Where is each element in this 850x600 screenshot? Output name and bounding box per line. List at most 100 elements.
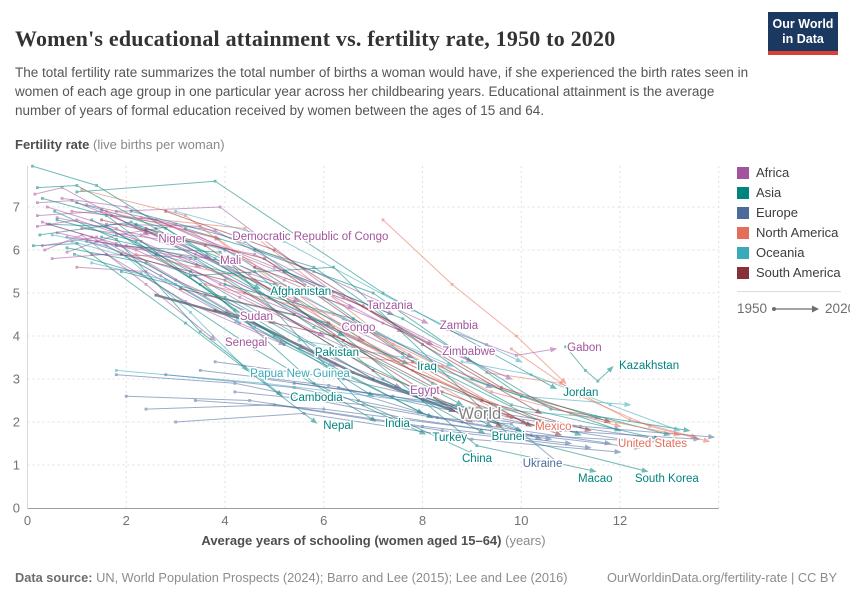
y-axis-title: Fertility rate (live births per woman) bbox=[15, 137, 225, 152]
country-label-ukraine[interactable]: Ukraine bbox=[521, 456, 564, 471]
country-label-sudan[interactable]: Sudan bbox=[238, 309, 274, 324]
country-label-world[interactable]: World bbox=[457, 403, 503, 424]
legend-swatch-icon bbox=[737, 206, 749, 219]
series-lines bbox=[31, 164, 716, 473]
legend-item-asia[interactable]: Asia bbox=[737, 185, 850, 200]
series-europe-69[interactable] bbox=[198, 369, 652, 446]
series-north_america-72[interactable] bbox=[105, 209, 513, 419]
data-source-note: Data source: UN, World Population Prospe… bbox=[15, 570, 568, 585]
country-label-mali[interactable]: Mali bbox=[219, 253, 243, 268]
legend-item-south-america[interactable]: South America bbox=[737, 265, 850, 280]
series-north_america-75[interactable] bbox=[322, 351, 681, 437]
country-label-senegal[interactable]: Senegal bbox=[224, 336, 269, 351]
legend-item-oceania[interactable]: Oceania bbox=[737, 245, 850, 260]
series-europe-58[interactable] bbox=[124, 394, 573, 446]
series-asia-57[interactable] bbox=[282, 270, 691, 433]
series-north_america-74[interactable] bbox=[203, 283, 622, 428]
data-source-label: Data source: bbox=[15, 570, 93, 585]
series-africa-30[interactable] bbox=[45, 205, 326, 337]
legend-swatch-icon bbox=[737, 166, 749, 179]
y-tick-label: 1 bbox=[13, 458, 20, 473]
country-label-gabon[interactable]: Gabon bbox=[566, 341, 604, 356]
series-north_america-71[interactable] bbox=[381, 218, 567, 385]
series-mexico[interactable] bbox=[139, 216, 528, 425]
series-kazakhstan[interactable] bbox=[564, 345, 614, 383]
series-europe-63[interactable] bbox=[174, 412, 622, 455]
country-label-congo[interactable]: Congo bbox=[340, 320, 377, 335]
legend-label: North America bbox=[756, 225, 839, 240]
series-asia-47[interactable] bbox=[55, 218, 424, 415]
y-tick-label: 6 bbox=[13, 243, 20, 258]
series-india[interactable] bbox=[73, 252, 377, 422]
country-label-turkey[interactable]: Turkey bbox=[431, 431, 469, 446]
series-gabon[interactable] bbox=[445, 328, 558, 357]
series-south_america-89[interactable] bbox=[164, 209, 543, 415]
series-europe-60[interactable] bbox=[193, 399, 642, 450]
series-north_america-76[interactable] bbox=[509, 347, 711, 443]
country-label-tanzania[interactable]: Tanzania bbox=[365, 299, 415, 314]
series-asia-55[interactable] bbox=[65, 246, 434, 419]
country-label-brunei[interactable]: Brunei bbox=[490, 430, 526, 445]
series-south_america-86[interactable] bbox=[119, 252, 503, 427]
owid-logo-line1: Our World bbox=[772, 17, 834, 31]
country-label-zambia[interactable]: Zambia bbox=[438, 318, 480, 333]
attribution-link[interactable]: OurWorldinData.org/fertility-rate | CC B… bbox=[607, 570, 837, 585]
series-nepal[interactable] bbox=[32, 242, 318, 424]
country-label-china[interactable]: China bbox=[461, 452, 495, 467]
time-range-legend: 1950 2020 bbox=[737, 301, 850, 316]
footer: Data source: UN, World Population Prospe… bbox=[15, 570, 837, 585]
series-south_america-90[interactable] bbox=[253, 265, 612, 423]
series-world[interactable] bbox=[154, 293, 457, 413]
legend-item-africa[interactable]: Africa bbox=[737, 165, 850, 180]
series-oceania-82[interactable] bbox=[50, 233, 242, 324]
country-label-egypt[interactable]: Egypt bbox=[409, 384, 442, 399]
x-tick-label: 10 bbox=[514, 513, 528, 528]
series-oceania-77[interactable] bbox=[124, 222, 454, 367]
legend-item-europe[interactable]: Europe bbox=[737, 205, 850, 220]
legend-item-north-america[interactable]: North America bbox=[737, 225, 850, 240]
country-label-zimbabwe[interactable]: Zimbabwe bbox=[441, 345, 497, 360]
series-europe-65[interactable] bbox=[144, 403, 592, 450]
y-axis-title-main: Fertility rate bbox=[15, 137, 90, 152]
series-asia-45[interactable] bbox=[31, 164, 345, 337]
country-label-united-states[interactable]: United States bbox=[617, 437, 689, 452]
legend-divider bbox=[737, 291, 841, 292]
country-label-mexico[interactable]: Mexico bbox=[534, 419, 573, 434]
country-label-pakistan[interactable]: Pakistan bbox=[313, 345, 360, 360]
country-label-south-korea[interactable]: South Korea bbox=[633, 471, 701, 486]
series-europe-62[interactable] bbox=[233, 390, 681, 446]
country-label-jordan[interactable]: Jordan bbox=[562, 385, 600, 400]
country-label-india[interactable]: India bbox=[383, 416, 412, 431]
series-oceania-78[interactable] bbox=[174, 209, 523, 363]
x-tick-label: 6 bbox=[320, 513, 327, 528]
country-label-kazakhstan[interactable]: Kazakhstan bbox=[618, 358, 681, 373]
series-jordan[interactable] bbox=[75, 179, 558, 390]
country-label-afghanistan[interactable]: Afghanistan bbox=[269, 284, 333, 299]
series-africa-43[interactable] bbox=[85, 203, 405, 333]
series-south_america-87[interactable] bbox=[179, 287, 563, 436]
country-label-macao[interactable]: Macao bbox=[577, 471, 615, 486]
owid-logo[interactable]: Our World in Data bbox=[768, 12, 838, 55]
series-oceania-80[interactable] bbox=[460, 360, 681, 432]
series-asia-46[interactable] bbox=[40, 197, 375, 397]
series-asia-48[interactable] bbox=[75, 201, 464, 406]
series-asia-50[interactable] bbox=[129, 209, 553, 427]
series-africa-40[interactable] bbox=[110, 214, 474, 363]
series-africa-34[interactable] bbox=[80, 227, 414, 359]
country-label-papua-new-guinea[interactable]: Papua New Guinea bbox=[249, 366, 352, 381]
country-label-nepal[interactable]: Nepal bbox=[322, 419, 355, 434]
series-oceania-79[interactable] bbox=[297, 338, 632, 408]
country-label-democratic-republic-of-congo[interactable]: Democratic Republic of Congo bbox=[231, 229, 390, 244]
continent-legend: Africa Asia Europe North America Oceania Sout… bbox=[737, 165, 850, 316]
series-oceania-81[interactable] bbox=[90, 261, 335, 367]
series-south_america-88[interactable] bbox=[213, 308, 592, 432]
country-label-cambodia[interactable]: Cambodia bbox=[289, 391, 345, 406]
country-label-niger[interactable]: Niger bbox=[157, 232, 188, 247]
series-asia-53[interactable] bbox=[223, 283, 661, 441]
x-tick-label: 12 bbox=[613, 513, 627, 528]
x-tick-label: 4 bbox=[221, 513, 228, 528]
series-south_america-85[interactable] bbox=[144, 227, 533, 428]
country-label-iraq[interactable]: Iraq bbox=[416, 360, 439, 375]
